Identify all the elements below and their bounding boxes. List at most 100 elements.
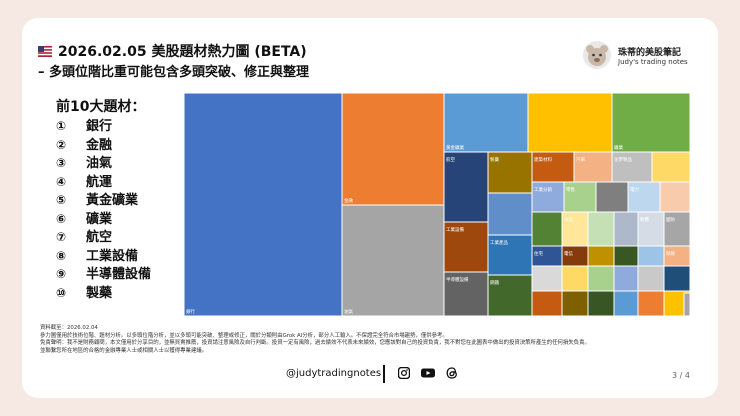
- threads-icon[interactable]: [446, 367, 458, 379]
- theme-item: ① 銀行: [56, 117, 151, 136]
- theme-label: 半導體設備: [86, 267, 152, 282]
- treemap-tile[interactable]: [527, 93, 613, 153]
- treemap-tile[interactable]: 製藥: [487, 151, 533, 194]
- treemap-tile-label: 建築材料: [534, 156, 552, 163]
- theme-label: 航運: [86, 174, 113, 190]
- treemap-tile-label: 銀行: [186, 308, 195, 315]
- treemap-tile[interactable]: 油氣: [341, 204, 445, 316]
- footer: @judytradingnotes 3 / 4: [0, 364, 740, 384]
- treemap-tile[interactable]: 保險: [663, 245, 690, 267]
- treemap-tile[interactable]: [613, 211, 639, 247]
- treemap-tile[interactable]: [587, 245, 615, 267]
- treemap-tile[interactable]: 礦業: [611, 93, 690, 153]
- treemap-tile[interactable]: 軟體: [637, 211, 665, 247]
- theme-rank: ⑧: [56, 248, 67, 263]
- theme-label: 礦業: [86, 211, 113, 227]
- theme-label: 製藥: [86, 285, 113, 301]
- treemap-tile[interactable]: [637, 290, 665, 316]
- treemap-tile[interactable]: [531, 290, 563, 316]
- treemap-tile[interactable]: [637, 265, 665, 292]
- treemap-tile[interactable]: [587, 290, 615, 316]
- treemap-tile-rect: [563, 181, 597, 213]
- treemap-tile-label: 工業設備: [446, 226, 464, 233]
- treemap-tile[interactable]: [487, 192, 533, 236]
- treemap-tile-label: 工業分銷: [534, 186, 552, 193]
- treemap-tile[interactable]: [587, 211, 615, 247]
- treemap-tile[interactable]: [531, 265, 563, 292]
- treemap-tile-rect: [611, 93, 690, 153]
- treemap-tile[interactable]: [561, 290, 589, 316]
- treemap-tile-rect: [611, 151, 653, 183]
- treemap-tile[interactable]: [613, 290, 639, 316]
- treemap-tile-rect: [527, 93, 613, 153]
- treemap-tile[interactable]: 汽車: [573, 151, 613, 183]
- treemap-tile-rect: [595, 181, 629, 213]
- theme-item: ⑥ 礦業: [56, 210, 151, 229]
- treemap-tile-rect: [531, 265, 563, 292]
- treemap-tile-label: 汽車: [576, 156, 585, 163]
- treemap-tile-label: 國防: [666, 216, 675, 223]
- treemap-tile[interactable]: [683, 292, 690, 316]
- treemap-tile-rect: [561, 290, 589, 316]
- treemap-tile[interactable]: 工業分銷: [531, 181, 565, 213]
- treemap-tile-label: 黃金礦業: [446, 144, 464, 151]
- theme-item: ⑦ 航空: [56, 228, 151, 247]
- theme-label: 航空: [86, 230, 113, 245]
- instagram-icon[interactable]: [398, 367, 410, 379]
- footer-divider: [383, 365, 385, 383]
- treemap-tile-rect: [487, 274, 533, 316]
- treemap-tile[interactable]: 零售: [563, 181, 597, 213]
- treemap-tile[interactable]: [561, 265, 589, 292]
- treemap-tile[interactable]: 電信: [561, 245, 589, 267]
- theme-item: ⑤ 黃金礦業: [56, 191, 151, 210]
- treemap-tile-rect: [683, 292, 690, 316]
- brand-name: 珠蒂的美股筆記: [618, 48, 682, 58]
- treemap-tile-rect: [587, 245, 615, 267]
- treemap-tile-label: 食品: [564, 216, 573, 223]
- treemap-tile-label: 電力: [630, 186, 639, 193]
- youtube-icon[interactable]: [421, 367, 435, 379]
- treemap-tile-rect: [341, 204, 445, 316]
- treemap-tile-label: 化學製品: [614, 156, 632, 163]
- treemap-tile[interactable]: 建築材料: [531, 151, 575, 183]
- treemap-tile[interactable]: 住宅: [531, 245, 563, 267]
- treemap-tile[interactable]: 電力: [627, 181, 661, 213]
- source-line: 免責聲明：我不是財務顧問，本文僅用於分享目的，並無買賣推薦，投資請注意風險及自行…: [40, 340, 590, 347]
- treemap-tile[interactable]: 銀行: [184, 93, 343, 316]
- treemap-tile[interactable]: [663, 265, 690, 292]
- treemap-tile[interactable]: [613, 265, 639, 292]
- theme-label: 油氣: [86, 156, 113, 171]
- treemap-tile[interactable]: [651, 151, 690, 183]
- treemap-tile-rect: [663, 265, 690, 292]
- treemap-tile[interactable]: 工業設備: [443, 221, 489, 273]
- treemap-tile-rect: [659, 181, 690, 213]
- brand-name-en: Judy's trading notes: [618, 58, 688, 66]
- treemap-tile[interactable]: 金融: [341, 93, 445, 206]
- treemap-tile[interactable]: [637, 245, 665, 267]
- treemap-tile-rect: [587, 290, 615, 316]
- treemap-tile[interactable]: 國防: [663, 211, 690, 247]
- treemap-tile[interactable]: 工業產品: [487, 234, 533, 276]
- theme-item: ⑩ 製藥: [56, 284, 151, 303]
- treemap-tile-rect: [443, 93, 529, 153]
- treemap-tile[interactable]: [613, 245, 639, 267]
- us-flag-icon: [38, 46, 52, 57]
- treemap-tile-rect: [637, 245, 665, 267]
- treemap-tile-label: 礦業: [614, 144, 623, 151]
- treemap-tile-rect: [637, 265, 665, 292]
- treemap-tile[interactable]: [587, 265, 615, 292]
- treemap-tile[interactable]: 食品: [561, 211, 589, 247]
- treemap-tile[interactable]: 鋼鐵: [487, 274, 533, 316]
- treemap-tile[interactable]: [531, 211, 563, 247]
- treemap-tile[interactable]: [595, 181, 629, 213]
- treemap-tile[interactable]: [659, 181, 690, 213]
- top-themes-list: 前10大題材： ① 銀行 ② 金融 ③ 油氣 ④ 航運 ⑤ 黃金礦業 ⑥ 礦業 ⑦ 航空 ⑧ 工業設備 ⑨ 半導體…: [56, 96, 151, 302]
- treemap-tile[interactable]: 黃金礦業: [443, 93, 529, 153]
- treemap-tile[interactable]: 化學製品: [611, 151, 653, 183]
- treemap-tile[interactable]: 航空: [443, 151, 489, 223]
- theme-label: 金融: [86, 137, 113, 153]
- treemap-tile[interactable]: 半導體設備: [443, 271, 489, 316]
- theme-rank: ④: [56, 174, 67, 189]
- treemap-tile-rect: [184, 93, 343, 316]
